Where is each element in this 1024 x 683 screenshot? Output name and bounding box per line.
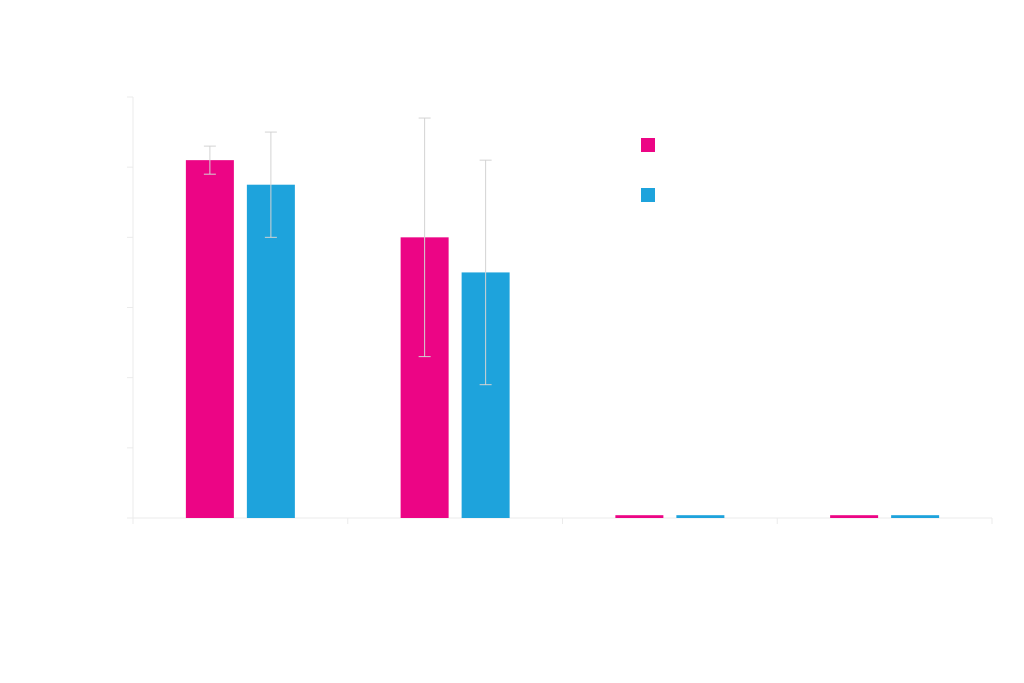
bar-series-1-cat-3 [891, 515, 940, 518]
chart-error-bars [203, 117, 492, 386]
bar-series-1-cat-2 [676, 515, 725, 518]
bar-series-1-cat-0 [246, 184, 295, 519]
legend-swatch-series-0 [641, 138, 655, 152]
bar-series-0-cat-3 [830, 515, 879, 518]
chart-bars [185, 160, 940, 519]
chart-legend [641, 138, 655, 202]
bar-series-0-cat-0 [185, 160, 234, 518]
bar-series-0-cat-2 [615, 515, 664, 518]
legend-swatch-series-1 [641, 188, 655, 202]
